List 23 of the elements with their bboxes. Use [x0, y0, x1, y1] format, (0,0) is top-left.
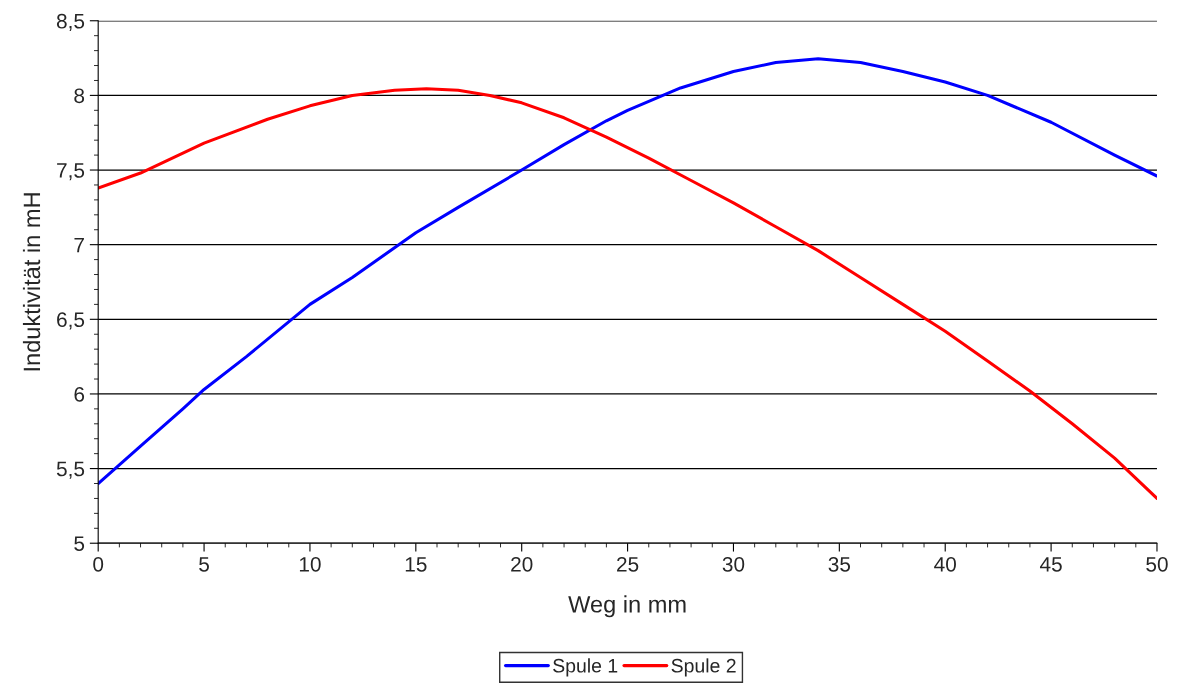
x-tick-label: 5: [199, 557, 209, 572]
legend-label: Spule 1: [553, 658, 618, 677]
x-tick-label: 40: [934, 556, 956, 572]
y-tick-label: 5,5: [56, 461, 85, 479]
x-tick-label: 50: [1146, 556, 1168, 572]
y-tick-label: 6,5: [57, 312, 85, 330]
x-axis-title: Weg in mm: [568, 595, 686, 618]
y-axis-title: Induktivität in mH: [22, 193, 41, 371]
legend-label: Spule 2: [671, 658, 736, 677]
y-tick-label: 7,5: [57, 163, 85, 181]
x-tick-label: 25: [617, 556, 639, 572]
y-tick-label: 5: [74, 536, 85, 551]
x-tick-label: 0: [93, 556, 104, 572]
x-tick-label: 30: [722, 556, 745, 572]
x-tick-label: 20: [511, 556, 533, 572]
x-tick-label: 35: [828, 556, 851, 572]
y-tick-label: 7: [74, 237, 84, 253]
x-tick-label: 15: [405, 557, 427, 572]
y-tick-label: 8,5: [56, 13, 85, 31]
x-tick-label: 10: [299, 556, 321, 572]
x-tick-label: 45: [1039, 557, 1062, 572]
y-tick-label: 8: [74, 88, 85, 104]
y-tick-label: 6: [74, 386, 85, 402]
